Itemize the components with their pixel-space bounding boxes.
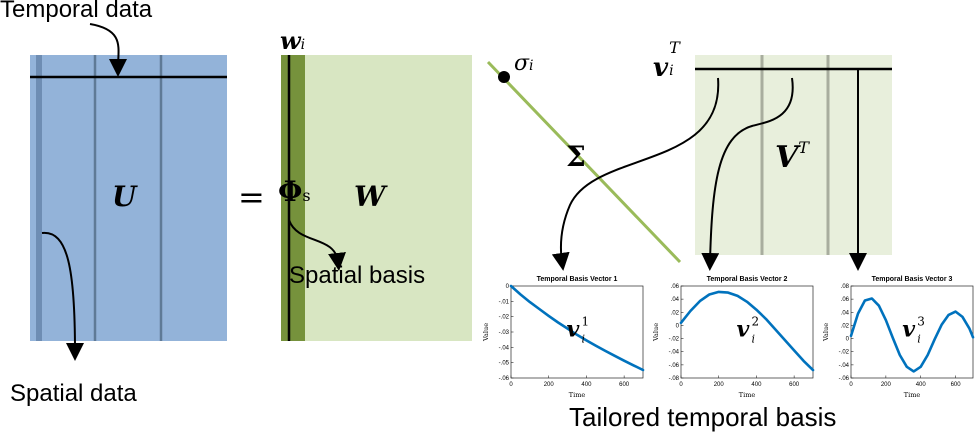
sigma-i-label: σi <box>514 51 534 76</box>
y-tick-label: -.02 <box>839 350 850 356</box>
y-tick-label: -.02 <box>499 315 510 321</box>
chart-title: Temporal Basis Vector 3 <box>872 276 953 283</box>
y-tick-label: .06 <box>671 284 680 290</box>
w-i-label: wi <box>280 26 306 55</box>
u-matrix-label: U <box>112 180 137 213</box>
x-tick-label: 400 <box>916 382 927 388</box>
y-tick-label: -.05 <box>499 361 510 367</box>
y-axis-label: Value <box>483 323 490 342</box>
w-matrix <box>281 55 472 341</box>
x-tick-label: 0 <box>679 382 683 388</box>
x-tick-label: 600 <box>619 382 630 388</box>
vt-to-plot2-arrow <box>701 77 794 271</box>
series-line <box>849 297 975 373</box>
temporal-basis-plot-2: Temporal Basis Vector 2 0 200 400 600 .06 .04.… <box>653 272 819 400</box>
y-tick-label: .08 <box>841 284 850 290</box>
series-annotation-sub: i <box>917 333 921 346</box>
y-axis-label: Value <box>653 323 660 342</box>
temporal-basis-plot-3: Temporal Basis Vector 3 0 200 400 600 .08 .06.… <box>823 272 979 400</box>
y-tick-label: -.04 <box>499 345 510 351</box>
y-tick-label: -.06 <box>839 376 850 382</box>
chart-svg: Temporal Basis Vector 1 0 200 400 600 0 -.01 -.… <box>483 276 645 399</box>
x-tick-label: 0 <box>509 382 513 388</box>
x-tick-label: 200 <box>544 382 555 388</box>
temporal-basis-plot-1: Temporal Basis Vector 1 0 200 400 600 0 -.01 -.… <box>483 272 649 400</box>
u-highlight-column <box>36 55 42 341</box>
temporal-data-label: Temporal data <box>0 0 153 23</box>
y-tick-label: -.02 <box>669 337 680 343</box>
y-tick-label: .02 <box>671 310 680 316</box>
series-annotation-sup: 1 <box>581 315 589 329</box>
y-tick-label: -.06 <box>669 363 680 369</box>
u-matrix <box>30 55 227 341</box>
chart-title: Temporal Basis Vector 2 <box>707 276 788 283</box>
y-tick-label: -.01 <box>499 299 510 305</box>
y-tick-label: -.03 <box>499 330 510 336</box>
x-tick-label: 0 <box>849 382 853 388</box>
x-tick-label: 200 <box>714 382 725 388</box>
y-tick-label: .06 <box>841 297 850 303</box>
y-tick-label: 0 <box>676 323 680 329</box>
spatial-data-label: Spatial data <box>10 380 137 407</box>
x-tick-label: 200 <box>881 382 892 388</box>
x-tick-label: 400 <box>751 382 762 388</box>
sigma-label: Σ <box>566 140 586 173</box>
equals-sign: = <box>238 178 265 216</box>
x-tick-label: 600 <box>789 382 800 388</box>
y-tick-label: -.06 <box>499 376 510 382</box>
series-annotation: v <box>736 317 749 343</box>
spatial-basis-arrow <box>288 219 346 271</box>
y-tick-label: -.04 <box>839 363 850 369</box>
chart-title: Temporal Basis Vector 1 <box>537 276 618 283</box>
w-column <box>281 55 305 341</box>
tailored-temporal-basis-label: Tailored temporal basis <box>569 402 837 432</box>
series-annotation: v <box>566 317 579 343</box>
series-line <box>509 284 645 372</box>
phi-s-label: Φs <box>278 175 311 208</box>
series-annotation-sub: i <box>581 333 585 346</box>
w-matrix-label: W <box>354 180 386 213</box>
spatial-basis-label: Spatial basis <box>289 262 426 289</box>
sigma-i-dot <box>498 71 510 83</box>
series-annotation-sup: 2 <box>751 315 759 329</box>
sigma-diagonal <box>486 60 682 264</box>
temporal-data-arrow <box>89 23 128 77</box>
chart-svg: Temporal Basis Vector 3 0 200 400 600 .08 .06.… <box>823 276 975 399</box>
spatial-data-arrow <box>41 231 84 361</box>
y-axis-label: Value <box>823 323 830 342</box>
series-annotation: v <box>902 317 915 343</box>
plot-frame <box>850 285 974 379</box>
x-axis-label: Time <box>739 391 756 399</box>
y-tick-label: -.04 <box>669 350 680 356</box>
plot-frame <box>510 285 644 379</box>
y-tick-label: .02 <box>841 323 850 329</box>
series-annotation-sup: 3 <box>917 315 925 329</box>
y-tick-label: .04 <box>841 310 850 316</box>
series-line <box>679 290 815 372</box>
x-tick-label: 400 <box>581 382 592 388</box>
x-axis-label: Time <box>904 391 921 399</box>
vt-matrix-label: VT <box>775 138 809 175</box>
series-annotation-sub: i <box>751 333 755 346</box>
y-tick-label: 0 <box>846 337 850 343</box>
y-tick-label: .04 <box>671 297 680 303</box>
vt-to-plot1-arrow <box>551 77 720 271</box>
y-tick-label: -.08 <box>669 376 680 382</box>
x-axis-label: Time <box>569 391 586 399</box>
y-tick-label: 0 <box>506 284 510 290</box>
chart-svg: Temporal Basis Vector 2 0 200 400 600 .06 .04.… <box>653 276 815 399</box>
x-tick-label: 600 <box>951 382 962 388</box>
